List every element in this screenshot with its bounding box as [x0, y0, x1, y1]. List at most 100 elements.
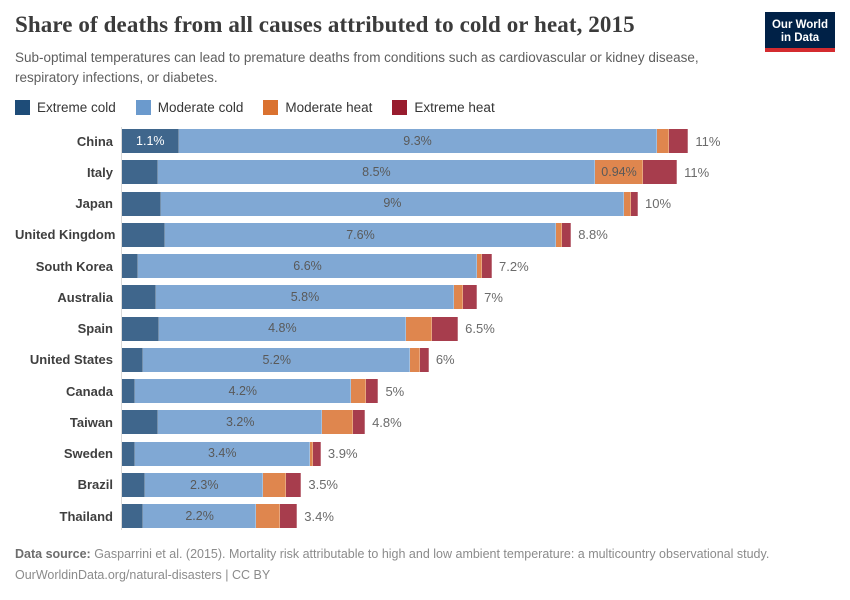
- country-label: Canada: [66, 383, 113, 399]
- segment-moderate-heat[interactable]: [405, 316, 433, 341]
- total-label: 4.8%: [372, 414, 402, 430]
- segment-moderate-cold[interactable]: 9.3%: [178, 129, 657, 153]
- bar-row: Sweden 3.4% 3.9%: [15, 441, 835, 466]
- total-label: 8.8%: [578, 227, 608, 243]
- segment-moderate-heat[interactable]: [322, 410, 354, 435]
- country-label: United States: [29, 352, 113, 368]
- segment-value-label: 5.8%: [290, 290, 320, 304]
- owid-url-link[interactable]: OurWorldinData.org/natural-disasters: [15, 568, 222, 583]
- segment-value-label: 7.6%: [346, 227, 375, 242]
- legend-item-moderate-cold: Moderate cold: [135, 100, 244, 115]
- segment-moderate-cold[interactable]: 5.2%: [143, 347, 411, 372]
- segment-extreme-heat[interactable]: [643, 160, 678, 185]
- segment-extreme-heat[interactable]: [482, 254, 493, 278]
- segment-extreme-heat[interactable]: [280, 504, 298, 528]
- legend-swatch-icon: [135, 100, 151, 115]
- segment-value-label: 4.8%: [268, 321, 297, 336]
- segment-extreme-cold[interactable]: [122, 316, 159, 341]
- segment-extreme-cold[interactable]: [122, 160, 158, 185]
- segment-extreme-heat[interactable]: [630, 191, 639, 216]
- segment-extreme-heat[interactable]: [561, 222, 572, 247]
- segment-moderate-heat[interactable]: [410, 347, 421, 372]
- segment-extreme-cold[interactable]: [122, 347, 144, 372]
- segment-value-label: 6.6%: [293, 258, 322, 273]
- chart-legend: Extreme cold Moderate cold Moderate heat…: [15, 100, 495, 115]
- segment-extreme-cold[interactable]: [122, 504, 144, 528]
- segment-moderate-cold[interactable]: 3.2%: [157, 410, 323, 435]
- total-label: 5%: [385, 383, 405, 399]
- segment-moderate-heat[interactable]: [309, 441, 313, 466]
- segment-extreme-cold[interactable]: [122, 222, 166, 247]
- segment-moderate-heat[interactable]: [555, 222, 562, 247]
- segment-extreme-cold[interactable]: [122, 410, 158, 435]
- country-label: Sweden: [63, 446, 113, 461]
- owid-logo: Our World in Data: [765, 12, 835, 52]
- license-line: OurWorldinData.org/natural-disasters | C…: [15, 565, 835, 586]
- segment-value-label: 2.2%: [185, 508, 214, 523]
- country-label: Japan: [75, 196, 113, 211]
- segment-moderate-heat[interactable]: [623, 191, 631, 216]
- y-axis-line: [121, 127, 122, 530]
- segment-value-label: 3.2%: [225, 415, 255, 429]
- segment-moderate-cold[interactable]: 4.2%: [134, 379, 351, 403]
- total-label: 7%: [484, 289, 503, 305]
- segment-extreme-heat[interactable]: [463, 285, 478, 310]
- segment-extreme-cold[interactable]: [122, 254, 138, 278]
- segment-moderate-heat[interactable]: [263, 472, 287, 497]
- license-text: CC BY: [232, 568, 271, 583]
- country-label: United Kingdom: [15, 227, 116, 243]
- bar-row: Australia 5.8% 7%: [15, 285, 835, 310]
- segment-extreme-heat[interactable]: [432, 316, 459, 341]
- segment-moderate-cold[interactable]: 4.8%: [159, 316, 406, 341]
- country-label: Italy: [86, 164, 113, 180]
- segment-moderate-cold[interactable]: 5.8%: [155, 285, 455, 310]
- bar-row: Spain 4.8% 6.5%: [15, 316, 835, 341]
- segment-value-label: 0.94%: [601, 165, 637, 179]
- segment-extreme-heat[interactable]: [353, 410, 366, 435]
- bar-row: Brazil 2.3% 3.5%: [15, 472, 835, 497]
- segment-value-label: 5.2%: [262, 352, 291, 367]
- segment-moderate-cold[interactable]: 2.3%: [145, 472, 264, 497]
- segment-extreme-heat[interactable]: [669, 129, 689, 153]
- segment-moderate-cold[interactable]: 6.6%: [137, 254, 478, 278]
- segment-moderate-heat[interactable]: [350, 379, 366, 403]
- bar-stack: 4.2%: [122, 379, 379, 403]
- total-label: 3.4%: [304, 508, 334, 524]
- segment-moderate-heat[interactable]: 0.94%: [594, 160, 644, 185]
- data-source-line: Data source: Gasparrini et al. (2015). M…: [15, 544, 835, 565]
- bar-row: United Kingdom 7.6% 8.8%: [15, 222, 835, 247]
- segment-extreme-cold[interactable]: [122, 285, 156, 310]
- country-label: Australia: [57, 289, 113, 305]
- segment-moderate-cold[interactable]: 3.4%: [134, 441, 310, 466]
- segment-extreme-cold[interactable]: 1.1%: [122, 129, 179, 153]
- segment-extreme-heat[interactable]: [312, 441, 321, 466]
- segment-moderate-cold[interactable]: 2.2%: [143, 504, 257, 528]
- segment-moderate-heat[interactable]: [454, 285, 464, 310]
- bar-stack: 7.6%: [122, 222, 572, 247]
- segment-extreme-heat[interactable]: [365, 379, 379, 403]
- legend-swatch-icon: [263, 100, 279, 115]
- owid-logo-stripe: [765, 48, 835, 52]
- bar-stack: 5.8%: [122, 285, 478, 310]
- segment-extreme-cold[interactable]: [122, 379, 135, 403]
- legend-label: Moderate heat: [285, 100, 373, 115]
- chart-subtitle: Sub-optimal temperatures can lead to pre…: [15, 50, 699, 85]
- segment-moderate-heat[interactable]: [656, 129, 670, 153]
- segment-moderate-heat[interactable]: [477, 254, 483, 278]
- segment-extreme-cold[interactable]: [122, 472, 146, 497]
- segment-extreme-cold[interactable]: [122, 191, 162, 216]
- legend-label: Moderate cold: [157, 100, 244, 115]
- segment-extreme-heat[interactable]: [286, 472, 302, 497]
- segment-moderate-cold[interactable]: 9%: [161, 191, 624, 216]
- total-label: 6.5%: [465, 321, 495, 336]
- bar-stack: 2.3%: [122, 472, 302, 497]
- segment-extreme-heat[interactable]: [420, 347, 429, 372]
- segment-moderate-cold[interactable]: 8.5%: [157, 160, 595, 185]
- country-label: China: [76, 133, 113, 149]
- bar-stack: 9%: [122, 191, 639, 216]
- segment-moderate-cold[interactable]: 7.6%: [165, 222, 556, 247]
- segment-moderate-heat[interactable]: [256, 504, 281, 528]
- segment-extreme-cold[interactable]: [122, 441, 135, 466]
- total-label: 11%: [684, 164, 710, 180]
- segment-value-label: 9.3%: [403, 133, 432, 148]
